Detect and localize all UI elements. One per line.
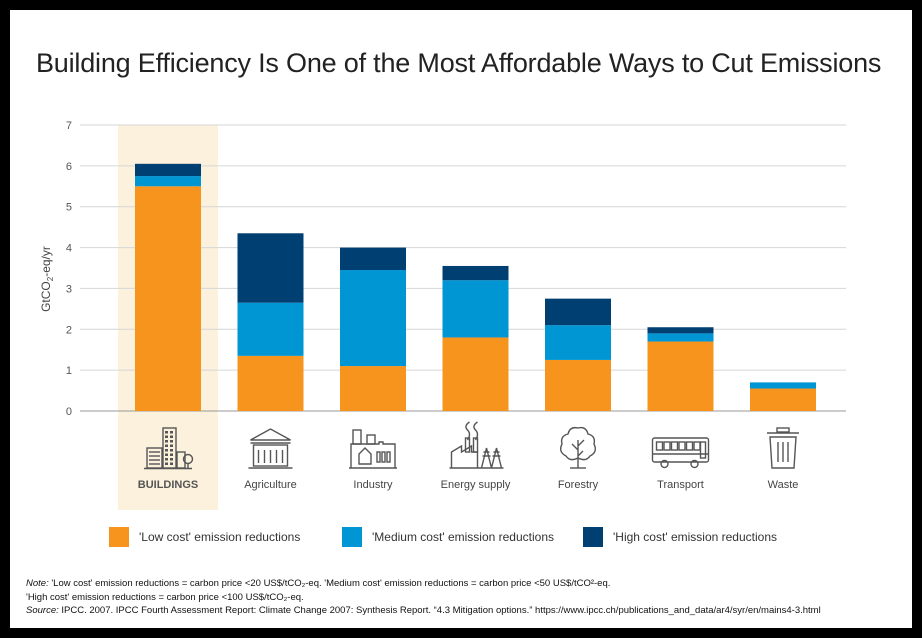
- bar-segment: [340, 247, 406, 271]
- bar-segment: [237, 233, 304, 303]
- y-tick-label: 5: [66, 202, 72, 214]
- chart-title: Building Efficiency Is One of the Most A…: [36, 48, 882, 78]
- x-category-label: Industry: [353, 479, 393, 491]
- forestry-icon: [559, 426, 597, 469]
- bar-segment: [135, 176, 201, 187]
- y-tick-label: 6: [66, 161, 72, 173]
- legend-label: 'High cost' emission reductions: [613, 530, 777, 544]
- buildings-icon: [144, 427, 194, 470]
- chart-legend: 'Low cost' emission reductions 'Medium co…: [10, 527, 912, 551]
- bar-segment: [442, 337, 509, 411]
- agriculture-icon: [248, 428, 293, 469]
- x-category-label: Waste: [768, 479, 799, 491]
- source-note: Source: IPCC. 2007. IPCC Fourth Assessme…: [26, 605, 821, 616]
- chart-notes: Note: 'Low cost' emission reductions = c…: [26, 577, 906, 618]
- bar-segment: [647, 333, 714, 342]
- legend-label: 'Medium cost' emission reductions: [372, 530, 554, 544]
- bar-segment: [135, 186, 201, 411]
- x-category-label: Transport: [657, 479, 704, 491]
- y-tick-label: 3: [66, 283, 72, 295]
- bar-segment: [340, 366, 406, 411]
- x-category-label: Energy supply: [441, 479, 511, 491]
- energy-supply-icon: [449, 421, 504, 469]
- legend-swatch: [583, 527, 603, 547]
- legend-item: 'High cost' emission reductions: [583, 527, 777, 547]
- legend-swatch: [109, 527, 129, 547]
- x-category-label: Agriculture: [244, 479, 297, 491]
- bar-segment: [237, 355, 304, 411]
- y-tick-label: 1: [66, 365, 72, 377]
- bar-segment: [442, 265, 509, 281]
- x-category-label: BUILDINGS: [138, 479, 199, 491]
- y-tick-label: 7: [66, 120, 72, 132]
- y-tick-label: 0: [66, 406, 72, 418]
- bar-segment: [647, 341, 714, 411]
- x-category-label: Forestry: [558, 479, 599, 491]
- bar-segment: [340, 270, 406, 367]
- bar-segment: [750, 388, 816, 411]
- industry-icon: [349, 429, 397, 469]
- legend-swatch: [342, 527, 362, 547]
- bar-segment: [135, 163, 201, 177]
- legend-label: 'Low cost' emission reductions: [139, 530, 301, 544]
- legend-item: 'Low cost' emission reductions: [109, 527, 300, 547]
- bar-segment: [545, 325, 611, 360]
- bar-segment: [647, 327, 714, 334]
- waste-icon: [767, 427, 799, 469]
- bar-segment: [545, 298, 611, 326]
- legend-item: 'Medium cost' emission reductions: [342, 527, 554, 547]
- bar-segment: [750, 382, 816, 389]
- chart-frame: Building Efficiency Is One of the Most A…: [10, 10, 912, 628]
- high-cost-note: 'High cost' emission reductions = carbon…: [26, 591, 304, 603]
- bar-segment: [442, 280, 509, 338]
- cost-definitions-note: Note: 'Low cost' emission reductions = c…: [26, 578, 611, 589]
- y-axis-label: GtCO2-eq/yr: [39, 246, 55, 312]
- y-tick-label: 4: [66, 243, 72, 255]
- bar-chart: 0 1 2 3 4 5 6 7 BUILDINGS Agriculture Industry Ene…: [39, 120, 846, 510]
- bar-segment: [237, 302, 304, 356]
- y-tick-label: 2: [66, 324, 72, 336]
- bar-segment: [545, 359, 611, 411]
- transport-icon: [651, 437, 710, 469]
